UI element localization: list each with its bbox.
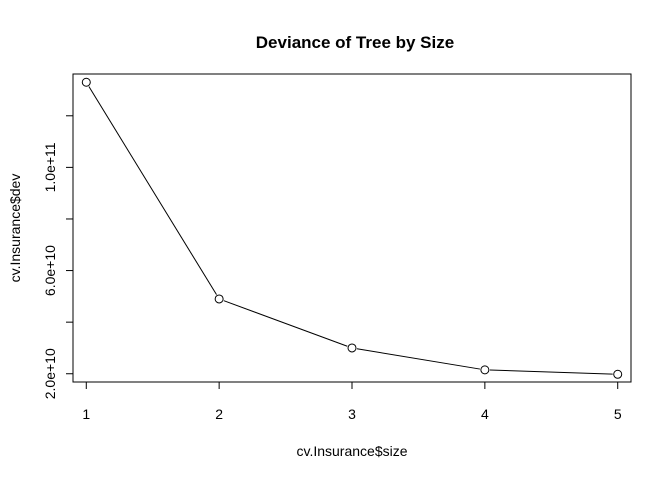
chart-title: Deviance of Tree by Size xyxy=(256,33,454,52)
data-point xyxy=(347,343,357,353)
y-tick-label: 1.0e+11 xyxy=(42,142,58,192)
series-line-segment xyxy=(489,369,613,375)
x-tick-label: 2 xyxy=(215,406,223,422)
x-axis: 1 2 3 4 5 xyxy=(82,381,622,422)
y-tick-label: 2.0e+10 xyxy=(42,348,58,399)
x-axis-title: cv.Insurance$size xyxy=(296,443,407,459)
data-point xyxy=(613,369,623,379)
series-line-segment xyxy=(356,348,481,370)
data-point xyxy=(480,365,490,375)
x-tick-label: 4 xyxy=(481,406,489,422)
data-point xyxy=(81,77,91,87)
y-axis: 2.0e+10 6.0e+10 1.0e+11 xyxy=(42,115,74,399)
plot-frame xyxy=(72,73,632,383)
series-layer xyxy=(81,77,623,379)
y-axis-title: cv.Insurance$dev xyxy=(7,174,23,283)
data-point xyxy=(214,294,224,304)
series-line-segment xyxy=(88,86,217,295)
x-tick-label: 3 xyxy=(348,406,356,422)
x-tick-label: 1 xyxy=(82,406,90,422)
series-line-segment xyxy=(223,300,348,347)
x-tick-label: 5 xyxy=(614,406,622,422)
y-tick-label: 6.0e+10 xyxy=(42,245,58,296)
